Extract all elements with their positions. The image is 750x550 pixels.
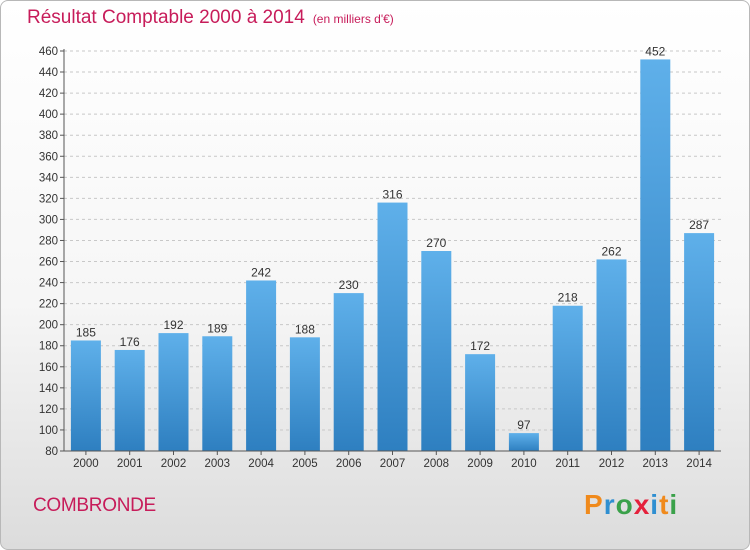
x-tick-label: 2005 [292, 458, 318, 470]
bar-2002 [158, 333, 189, 451]
x-tick-label: 2014 [686, 458, 712, 470]
y-tick-label: 220 [39, 299, 58, 311]
value-label: 452 [645, 44, 665, 58]
bar-2003 [202, 336, 233, 451]
y-tick-label: 160 [39, 362, 58, 374]
value-label: 230 [339, 278, 359, 292]
x-tick-label: 2000 [73, 458, 99, 470]
y-tick-label: 360 [39, 151, 58, 163]
y-tick-label: 200 [39, 320, 58, 332]
logo-letter: P [584, 489, 604, 520]
axes: 80 100 120 140 160 180 200 220 240 260 280 300 320 34… [39, 46, 721, 470]
y-tick-label: 380 [39, 130, 58, 142]
y-tick-label: 440 [39, 67, 58, 79]
bar-2007 [377, 202, 408, 451]
value-label: 270 [426, 236, 446, 250]
value-label: 185 [76, 325, 96, 339]
y-tick-label: 100 [39, 425, 58, 437]
x-tick-label: 2013 [643, 458, 669, 470]
value-label: 192 [163, 318, 183, 332]
x-tick-label: 2004 [248, 458, 274, 470]
value-label: 218 [558, 291, 578, 305]
y-tick-label: 140 [39, 383, 58, 395]
subtitle-text: (en milliers d'€) [312, 12, 394, 26]
value-label: 188 [295, 322, 315, 336]
bar-2001 [114, 349, 145, 451]
chart-title: Résultat Comptable 2000 à 2014 (en millie… [27, 7, 394, 29]
bar-2013 [640, 59, 671, 451]
bar-2014 [684, 233, 715, 451]
value-label: 176 [120, 335, 140, 349]
bar-2008 [421, 251, 452, 451]
y-tick-label: 280 [39, 235, 58, 247]
x-tick-label: 2012 [599, 458, 625, 470]
logo-letter: o [615, 489, 634, 520]
y-tick-label: 80 [45, 446, 58, 458]
proxiti-logo[interactable]: Proxiti [584, 489, 678, 521]
x-tick-label: 2010 [511, 458, 537, 470]
x-tick-label: 2001 [117, 458, 143, 470]
x-tick-label: 2009 [467, 458, 493, 470]
bar-2010 [508, 433, 539, 451]
y-tick-label: 420 [39, 88, 58, 100]
y-tick-label: 340 [39, 172, 58, 184]
bar-2005 [289, 337, 320, 451]
logo-letter: i [669, 489, 679, 520]
bar-2009 [465, 354, 496, 451]
title-text: Résultat Comptable 2000 à 2014 [27, 7, 305, 28]
logo-letter: t [659, 489, 670, 520]
x-tick-label: 2007 [380, 458, 406, 470]
bars: 185 176 192 189 242 188 230 316 270 172 97 218 262 45… [70, 44, 715, 451]
value-label: 287 [689, 218, 709, 232]
y-tick-label: 300 [39, 214, 58, 226]
y-tick-label: 260 [39, 257, 58, 269]
value-label: 262 [601, 244, 621, 258]
x-tick-label: 2006 [336, 458, 362, 470]
y-tick-label: 120 [39, 404, 58, 416]
value-label: 172 [470, 339, 490, 353]
x-tick-label: 2008 [424, 458, 450, 470]
value-label: 242 [251, 265, 271, 279]
x-tick-label: 2003 [205, 458, 231, 470]
bar-2000 [70, 340, 101, 451]
logo-letter: x [633, 489, 651, 520]
bar-2012 [596, 259, 627, 451]
value-label: 97 [517, 418, 531, 432]
bar-2004 [246, 280, 277, 451]
logo-letter: i [650, 489, 660, 520]
x-tick-label: 2011 [555, 458, 580, 470]
logo-letter: r [603, 489, 616, 520]
y-tick-label: 240 [39, 278, 58, 290]
bar-2011 [552, 305, 583, 451]
x-tick-label: 2002 [161, 458, 187, 470]
bar-2006 [333, 293, 364, 451]
y-tick-label: 460 [39, 46, 58, 58]
y-tick-label: 400 [39, 109, 58, 121]
y-tick-label: 180 [39, 341, 58, 353]
commune-name: COMBRONDE [33, 495, 156, 516]
value-label: 316 [382, 188, 402, 202]
value-label: 189 [207, 321, 227, 335]
y-tick-label: 320 [39, 193, 58, 205]
